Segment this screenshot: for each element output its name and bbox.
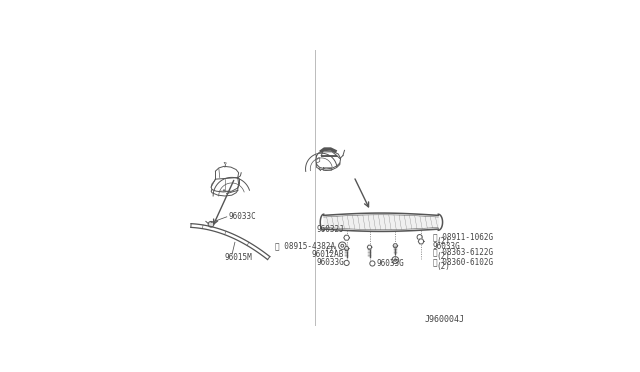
Text: (2): (2) (436, 237, 450, 247)
Text: 96033C: 96033C (228, 212, 256, 221)
Text: 96033G: 96033G (377, 259, 404, 268)
Text: (2): (2) (436, 262, 450, 270)
Text: (2): (2) (436, 252, 450, 261)
Polygon shape (344, 247, 349, 251)
Text: 96015M: 96015M (225, 253, 253, 262)
Text: 96033G: 96033G (317, 259, 344, 267)
Polygon shape (367, 245, 372, 249)
Text: 96033G: 96033G (433, 242, 460, 251)
Polygon shape (344, 235, 349, 240)
Circle shape (208, 221, 214, 227)
Polygon shape (393, 244, 397, 248)
Polygon shape (418, 239, 424, 244)
Text: Ⓑ 08360-6102G: Ⓑ 08360-6102G (433, 257, 493, 266)
Text: Ⓥ 08915-4382A: Ⓥ 08915-4382A (275, 242, 335, 251)
Text: (2): (2) (324, 246, 339, 255)
Text: Ⓝ 08911-1062G: Ⓝ 08911-1062G (433, 232, 493, 242)
Text: J960004J: J960004J (424, 315, 464, 324)
Text: 96012AB: 96012AB (312, 250, 344, 259)
Text: ⒱ 08363-6122G: ⒱ 08363-6122G (433, 247, 493, 257)
Text: 96032J: 96032J (317, 225, 344, 234)
